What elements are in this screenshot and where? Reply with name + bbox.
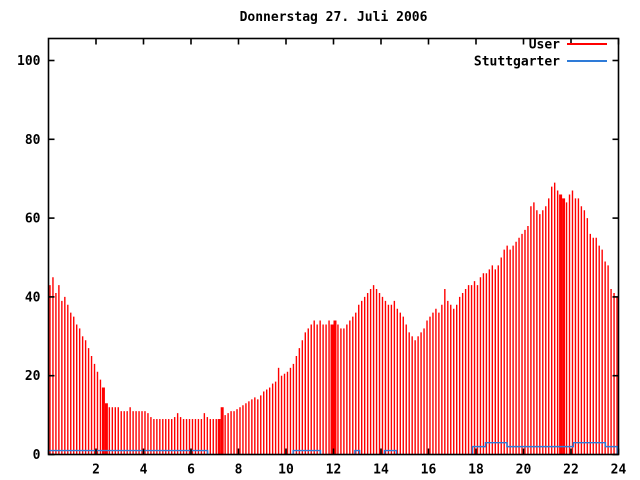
x-tick-label: 16 (421, 463, 437, 478)
chart-title: Donnerstag 27. Juli 2006 (240, 10, 428, 25)
x-tick-label: 14 (373, 463, 389, 478)
x-tick-label: 6 (187, 463, 195, 478)
stuttgarter-line (47, 441, 619, 454)
y-tick-label: 40 (25, 290, 41, 305)
y-tick-label: 60 (25, 212, 41, 227)
y-tick-label: 100 (17, 54, 41, 69)
legend: User Stuttgarter (474, 38, 607, 70)
y-tick-label: 80 (25, 133, 41, 148)
x-tick-label: 10 (278, 463, 294, 478)
x-tick-label: 20 (516, 463, 532, 478)
x-tick-label: 12 (326, 463, 342, 478)
x-tick-label: 2 (92, 463, 100, 478)
x-tick-label: 8 (235, 463, 243, 478)
legend-entry-stuttgarter: Stuttgarter (474, 55, 607, 70)
x-tick-label: 24 (611, 463, 627, 478)
user-bars-series (49, 182, 618, 454)
y-tick-label: 0 (33, 448, 41, 463)
legend-label: Stuttgarter (474, 55, 560, 70)
y-tick-label: 20 (25, 369, 41, 384)
legend-label: User (529, 38, 560, 53)
x-tick-label: 22 (563, 463, 579, 478)
x-tick-label: 18 (468, 463, 484, 478)
legend-entry-user: User (529, 38, 607, 53)
x-tick-label: 4 (140, 463, 148, 478)
